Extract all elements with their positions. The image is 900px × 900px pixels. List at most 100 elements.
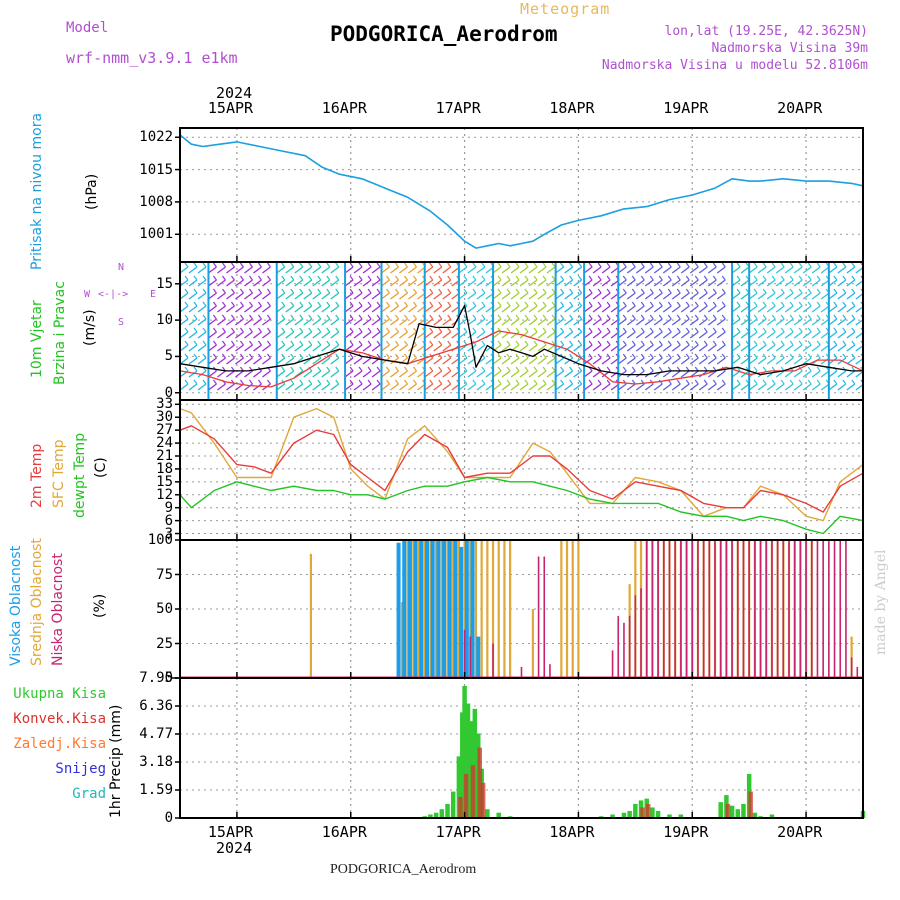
wind-barb bbox=[442, 305, 452, 313]
wind-barb bbox=[528, 383, 538, 391]
wind-barb bbox=[217, 266, 226, 274]
wind-barb bbox=[617, 383, 627, 391]
wind-barb-tick bbox=[771, 340, 776, 346]
cloud-low-bar bbox=[731, 540, 733, 678]
y-tick-label: 0 bbox=[164, 670, 173, 686]
wind-barb bbox=[179, 383, 189, 391]
cloud-low-bar bbox=[845, 540, 847, 678]
wind-barb bbox=[617, 331, 627, 339]
wind-barb-tick bbox=[290, 340, 295, 346]
wind-barb-tick bbox=[649, 288, 654, 294]
cloud-mid-bar bbox=[565, 540, 569, 678]
wind-barb bbox=[698, 383, 708, 391]
wind-barb bbox=[226, 292, 235, 300]
wind-barb-tick bbox=[429, 314, 434, 320]
wind-barb bbox=[811, 318, 821, 326]
wind-barb-tick bbox=[622, 327, 627, 333]
wind-barb-tick bbox=[266, 379, 271, 385]
wind-barb-tick bbox=[463, 301, 468, 307]
wind-barb bbox=[353, 292, 363, 300]
wind-barb-tick bbox=[833, 262, 838, 268]
wind-barb bbox=[467, 305, 477, 313]
wind-barb-tick bbox=[221, 301, 226, 307]
wind-barb-tick bbox=[771, 301, 776, 307]
wind-barb bbox=[344, 279, 354, 287]
wind-barb-tick bbox=[212, 327, 217, 333]
wind-barb bbox=[510, 305, 520, 313]
wind-barb bbox=[802, 305, 812, 313]
wind-barb-tick bbox=[676, 340, 681, 346]
wind-barb bbox=[362, 357, 372, 365]
wind-barb-tick bbox=[578, 301, 583, 307]
wind-barb-tick bbox=[685, 353, 690, 359]
wind-barb-tick bbox=[335, 301, 340, 307]
wind-barb bbox=[285, 383, 295, 391]
wind-barb bbox=[573, 292, 583, 300]
wind-barb bbox=[188, 305, 198, 313]
wind-barb-tick bbox=[798, 366, 803, 372]
wind-barb-tick bbox=[712, 340, 717, 346]
wind-barb-tick bbox=[429, 275, 434, 281]
wind-barb bbox=[371, 305, 381, 313]
wind-barb-tick bbox=[395, 327, 399, 333]
temp-2m-label: 2m Temp bbox=[29, 443, 45, 508]
wind-barb bbox=[253, 331, 262, 339]
wind-barb bbox=[371, 344, 381, 352]
wind-barb-tick bbox=[335, 327, 340, 333]
wind-barb bbox=[371, 279, 381, 287]
wind-barb-tick bbox=[762, 327, 767, 333]
wind-barb-tick bbox=[386, 288, 390, 294]
cloud-high-bar bbox=[425, 540, 430, 678]
wind-barb-tick bbox=[685, 379, 690, 385]
precip-legend-total: Ukupna Kisa bbox=[13, 686, 106, 702]
wind-barb-tick bbox=[667, 262, 672, 268]
wind-barb-tick bbox=[497, 288, 502, 294]
wind-barb bbox=[188, 344, 198, 352]
wind-barb bbox=[179, 331, 189, 339]
wind-barb bbox=[371, 383, 381, 391]
wind-barb-tick bbox=[429, 288, 434, 294]
wind-barb bbox=[828, 357, 838, 365]
wind-barb bbox=[442, 331, 452, 339]
wind-barb bbox=[820, 266, 830, 274]
cloud-low-bar bbox=[771, 540, 773, 678]
wind-barb bbox=[564, 331, 574, 339]
wind-barb-tick bbox=[376, 314, 381, 320]
wind-barb-tick bbox=[326, 262, 331, 268]
wind-barb bbox=[442, 344, 452, 352]
wind-barb bbox=[546, 318, 556, 326]
wind-barb bbox=[330, 383, 340, 391]
wind-barb bbox=[262, 292, 271, 300]
wind-barb bbox=[731, 344, 741, 352]
wind-barb bbox=[820, 292, 830, 300]
wind-barb bbox=[253, 266, 262, 274]
wind-barb-tick bbox=[257, 340, 262, 346]
wind-barb bbox=[740, 318, 750, 326]
wind-barb bbox=[253, 318, 262, 326]
wind-barb bbox=[330, 305, 340, 313]
wind-barb-tick bbox=[780, 340, 785, 346]
wind-barb bbox=[476, 331, 486, 339]
wind-barb bbox=[371, 331, 381, 339]
wind-barb bbox=[731, 266, 741, 274]
wind-barb bbox=[433, 357, 443, 365]
wind-barb-tick bbox=[193, 275, 198, 281]
wind-barb bbox=[555, 344, 565, 352]
wind-barb-tick bbox=[506, 288, 511, 294]
wind-barb-tick bbox=[472, 366, 477, 372]
cloud-low-bar bbox=[645, 540, 648, 678]
wind-barb bbox=[802, 357, 812, 365]
wind-barb-tick bbox=[317, 288, 322, 294]
wind-barb bbox=[592, 266, 602, 274]
wind-barb bbox=[653, 318, 663, 326]
wind-barb bbox=[226, 383, 235, 391]
wind-barb-tick bbox=[816, 327, 821, 333]
wind-barb-tick bbox=[248, 301, 253, 307]
wind-barb bbox=[537, 383, 547, 391]
wind-barb bbox=[537, 305, 547, 313]
wind-barb bbox=[217, 305, 226, 313]
y-tick-label: 50 bbox=[156, 601, 173, 617]
wind-barb-tick bbox=[506, 327, 511, 333]
wind-barb bbox=[671, 318, 681, 326]
wind-barb bbox=[362, 344, 372, 352]
